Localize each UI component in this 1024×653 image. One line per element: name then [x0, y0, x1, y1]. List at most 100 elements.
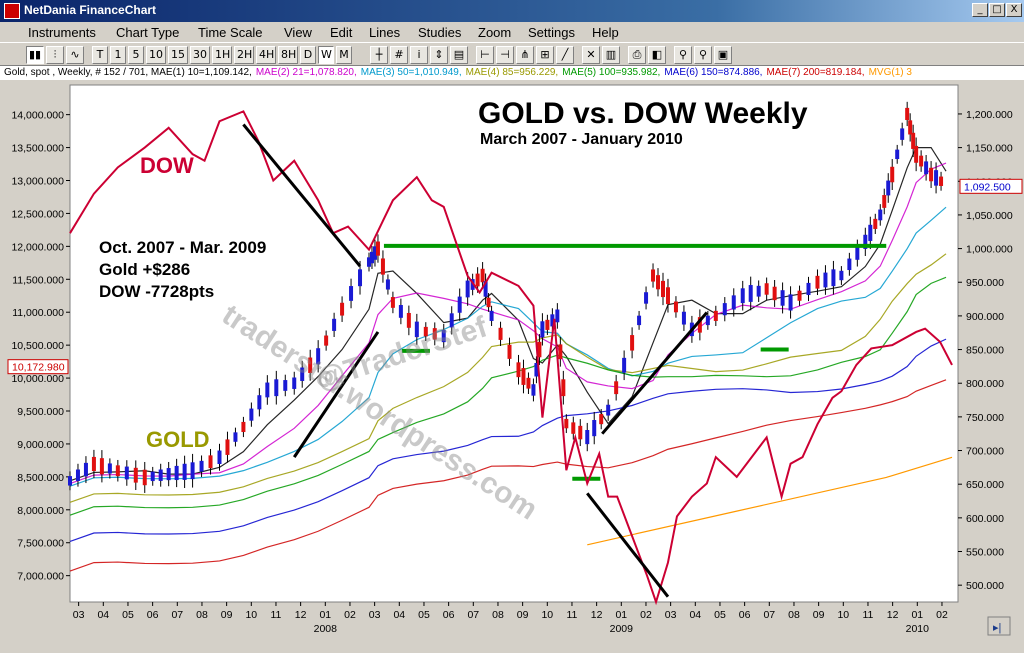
- delete-icon[interactable]: ✕: [582, 46, 600, 64]
- trend-line: [601, 311, 708, 435]
- gold-candle: [526, 377, 531, 389]
- gold-candle: [895, 149, 900, 160]
- gold-candle: [914, 145, 919, 163]
- gold-candle: [585, 430, 590, 445]
- zoom-out-icon[interactable]: ⚲: [694, 46, 712, 64]
- period-8h-button[interactable]: 8H: [278, 46, 298, 64]
- trend-line: [586, 492, 670, 598]
- print-icon[interactable]: ⎙: [628, 46, 646, 64]
- legend-item: MAE(3) 50=1,010.949,: [360, 67, 462, 78]
- left-tick-label: 7,000.000: [17, 571, 64, 583]
- gold-candle: [375, 241, 380, 256]
- period-10-button[interactable]: 10: [146, 46, 166, 64]
- gold-candle: [483, 281, 488, 297]
- moving-average-line: [69, 206, 947, 487]
- gold-candle: [366, 257, 371, 267]
- draw-fib-icon[interactable]: ⊣: [496, 46, 514, 64]
- x-tick-label: 06: [739, 609, 751, 621]
- period-4h-button[interactable]: 4H: [256, 46, 276, 64]
- zoom-in-icon[interactable]: ⚲: [674, 46, 692, 64]
- maximize-button[interactable]: □: [989, 3, 1005, 17]
- gold-candle: [606, 404, 611, 416]
- gold-candle: [788, 294, 793, 311]
- summary-line: Gold +$286: [99, 260, 190, 279]
- draw-line-icon[interactable]: ⊢: [476, 46, 494, 64]
- gold-candle: [217, 450, 222, 464]
- year-label: 2008: [314, 623, 338, 635]
- period-w-button[interactable]: W: [318, 46, 334, 64]
- grid-icon[interactable]: #: [390, 46, 408, 64]
- fit-icon[interactable]: ▣: [714, 46, 732, 64]
- properties-icon[interactable]: ▥: [602, 46, 620, 64]
- minimize-button[interactable]: _: [972, 3, 988, 17]
- menu-help[interactable]: Help: [592, 25, 619, 40]
- menu-instruments[interactable]: Instruments: [28, 25, 96, 40]
- copy-icon[interactable]: ◧: [648, 46, 666, 64]
- period-5-button[interactable]: 5: [128, 46, 144, 64]
- gold-candle: [158, 469, 163, 481]
- x-tick-label: 07: [467, 609, 479, 621]
- gold-candle: [882, 195, 887, 208]
- x-tick-label: 08: [196, 609, 208, 621]
- gold-candle: [283, 380, 288, 391]
- menu-time-scale[interactable]: Time Scale: [198, 25, 263, 40]
- gold-candle: [390, 297, 395, 308]
- period-1h-button[interactable]: 1H: [212, 46, 232, 64]
- gold-candle: [555, 309, 560, 323]
- scale-icon[interactable]: ⇕: [430, 46, 448, 64]
- menu-chart-type[interactable]: Chart Type: [116, 25, 180, 40]
- gold-candle: [498, 327, 503, 340]
- menu-studies[interactable]: Studies: [418, 25, 462, 40]
- x-tick-label: 05: [418, 609, 430, 621]
- gold-candle: [142, 469, 147, 486]
- moving-average-line: [69, 338, 947, 542]
- period-d-button[interactable]: D: [300, 46, 316, 64]
- gold-candle: [233, 432, 238, 442]
- gold-candle: [651, 269, 656, 282]
- draw-channel-icon[interactable]: ⋔: [516, 46, 534, 64]
- gold-candle: [457, 296, 462, 313]
- gold-candle: [772, 286, 777, 301]
- period-2h-button[interactable]: 2H: [234, 46, 254, 64]
- gold-candle: [241, 421, 246, 433]
- bar-chart-icon[interactable]: ⫶: [46, 46, 64, 64]
- gold-candle: [83, 462, 88, 477]
- scroll-forward-button[interactable]: [987, 616, 1011, 636]
- period-30-button[interactable]: 30: [190, 46, 210, 64]
- period-1-button[interactable]: 1: [110, 46, 126, 64]
- draw-grid-icon[interactable]: ⊞: [536, 46, 554, 64]
- gold-candle: [780, 290, 785, 306]
- close-button[interactable]: X: [1006, 3, 1022, 17]
- period-15-button[interactable]: 15: [168, 46, 188, 64]
- year-label: 2010: [906, 623, 930, 635]
- menu-view[interactable]: View: [284, 25, 312, 40]
- crosshair-icon[interactable]: ┼: [370, 46, 388, 64]
- menu-edit[interactable]: Edit: [330, 25, 353, 40]
- trendline-icon[interactable]: ╱: [556, 46, 574, 64]
- period-t-button[interactable]: T: [92, 46, 108, 64]
- plot-background: [69, 84, 959, 603]
- x-tick-label: 04: [393, 609, 405, 621]
- gold-candle: [225, 439, 230, 455]
- menu-lines[interactable]: Lines: [369, 25, 401, 40]
- line-chart-icon[interactable]: ∿: [66, 46, 84, 64]
- gold-candle: [713, 310, 718, 321]
- left-tick-label: 9,500.000: [17, 406, 64, 418]
- menu-zoom[interactable]: Zoom: [478, 25, 512, 40]
- gold-candle: [656, 275, 661, 290]
- moving-average-line: [69, 162, 947, 485]
- gold-candle: [358, 269, 363, 287]
- left-tick-label: 10,500.000: [11, 340, 64, 352]
- gold-candle: [697, 317, 702, 333]
- gold-candle: [300, 367, 305, 381]
- left-tick-label: 12,500.000: [11, 208, 64, 220]
- menu-settings[interactable]: Settings: [528, 25, 575, 40]
- candle-chart-icon[interactable]: ▮▮: [26, 46, 44, 64]
- gold-candle: [133, 467, 138, 483]
- trend-line: [292, 331, 380, 458]
- info-icon[interactable]: i: [410, 46, 428, 64]
- period-m-button[interactable]: M: [336, 46, 352, 64]
- gold-candle: [91, 456, 96, 472]
- gold-candle: [369, 251, 374, 264]
- volume-icon[interactable]: ▤: [450, 46, 468, 64]
